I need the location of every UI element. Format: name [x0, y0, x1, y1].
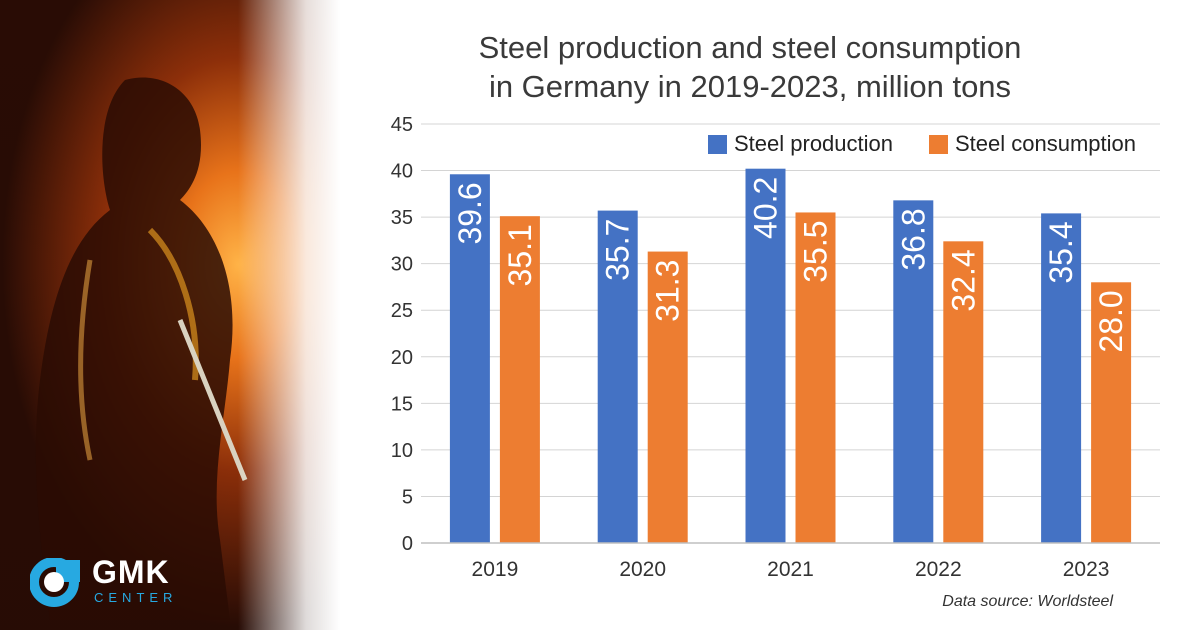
bar-production	[449, 174, 490, 543]
y-tick-label: 45	[391, 114, 413, 136]
y-tick-label: 0	[402, 533, 413, 555]
y-tick-label: 15	[391, 393, 413, 415]
bar-production	[893, 200, 934, 543]
x-tick-label: 2022	[915, 558, 962, 581]
bar-consumption	[1091, 282, 1132, 543]
legend-swatch-consumption	[929, 135, 948, 154]
bar-consumption	[943, 241, 984, 543]
data-label: 32.4	[945, 249, 981, 311]
y-tick-label: 35	[391, 207, 413, 229]
y-tick-label: 40	[391, 161, 413, 183]
data-source-note: Data source: Worldsteel	[942, 593, 1113, 610]
x-tick-label: 2021	[767, 558, 814, 581]
legend-label-production: Steel production	[734, 131, 893, 156]
bar-production	[1041, 213, 1082, 543]
chart-title: Steel production and steel consumption i…	[350, 28, 1150, 106]
bar-consumption	[795, 212, 836, 543]
chart-title-line-2: in Germany in 2019-2023, million tons	[488, 69, 1012, 104]
data-label: 28.0	[1093, 290, 1129, 352]
logo-name: GMK	[92, 554, 170, 590]
data-label: 31.3	[650, 260, 686, 322]
x-tick-label: 2023	[1063, 558, 1110, 581]
logo-subtitle: CENTER	[94, 590, 178, 605]
bar-consumption	[499, 216, 540, 543]
background-photo: GMK CENTER	[0, 0, 340, 630]
bar-consumption	[647, 251, 688, 543]
y-tick-label: 5	[402, 486, 413, 508]
legend-label-consumption: Steel consumption	[955, 131, 1136, 156]
data-label: 40.2	[748, 177, 784, 239]
data-label: 35.5	[798, 220, 834, 282]
y-tick-label: 30	[391, 254, 413, 276]
y-tick-label: 20	[391, 347, 413, 369]
y-tick-label: 25	[391, 300, 413, 322]
x-tick-label: 2020	[619, 558, 666, 581]
data-label: 35.7	[600, 219, 636, 281]
data-label: 39.6	[452, 182, 488, 244]
bar-chart: 0 5 10 15 20 25 30 35 40 45 39.6 35.1 2019 35.7 31.3 20…	[391, 114, 1160, 581]
x-tick-label: 2019	[472, 558, 519, 581]
y-tick-label: 10	[391, 440, 413, 462]
chart-title-line-1: Steel production and steel consumption	[478, 30, 1022, 65]
gmk-center-logo: GMK CENTER	[30, 554, 190, 607]
data-label: 35.4	[1043, 221, 1079, 283]
bar-production	[745, 168, 786, 543]
data-label: 35.1	[502, 224, 538, 286]
legend-swatch-production	[708, 135, 727, 154]
data-label: 36.8	[895, 208, 931, 270]
bar-production	[597, 210, 638, 543]
